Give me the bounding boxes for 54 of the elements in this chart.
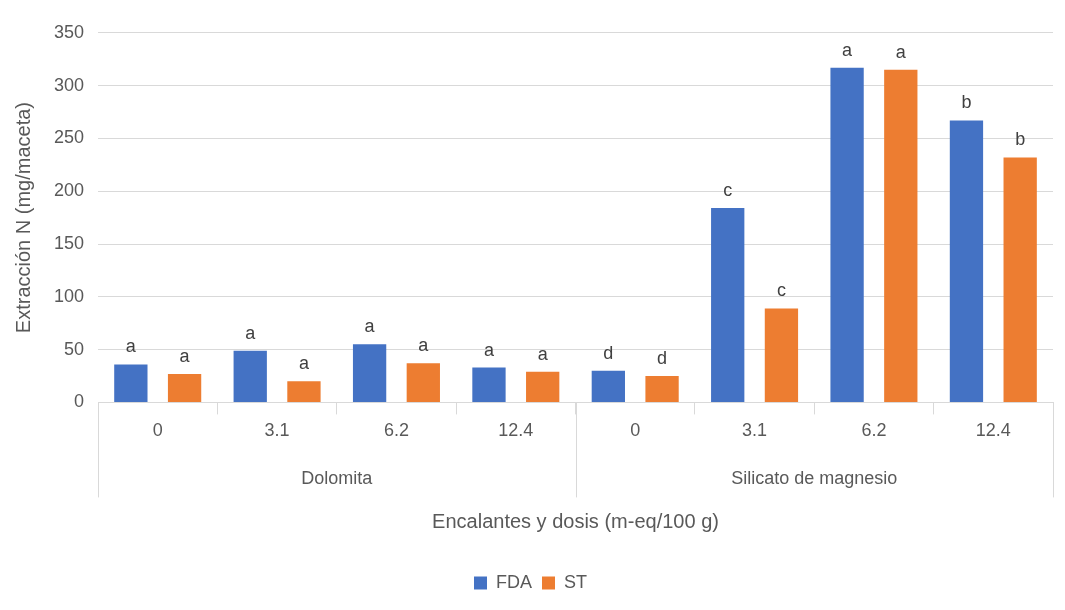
- data-label: a: [483, 339, 495, 360]
- y-axis-title: Extracción N (mg/maceta): [11, 102, 34, 334]
- y-tick-label: 150: [53, 232, 85, 253]
- data-label: b: [1015, 129, 1026, 150]
- data-label: c: [723, 180, 733, 201]
- legend-label: FDA: [496, 571, 532, 592]
- bar: [830, 67, 864, 402]
- data-label: a: [298, 353, 310, 374]
- y-tick-label: 100: [53, 285, 85, 306]
- bar: [711, 208, 745, 402]
- data-label: a: [418, 335, 430, 356]
- x-tick-label: 3.1: [742, 420, 768, 441]
- y-tick-label: 50: [64, 338, 85, 359]
- bar: [764, 308, 799, 402]
- y-tick-label: 300: [53, 74, 85, 95]
- bar: [406, 363, 440, 402]
- bar: [352, 344, 387, 402]
- data-label: b: [961, 92, 972, 113]
- legend-label: ST: [564, 571, 588, 592]
- data-label: a: [125, 336, 137, 357]
- x-tick-label: 0: [152, 420, 163, 441]
- bar: [526, 371, 560, 402]
- bar: [591, 370, 625, 402]
- data-label: d: [603, 342, 614, 363]
- y-tick-label: 0: [74, 391, 85, 412]
- data-label: a: [895, 41, 907, 62]
- data-label: a: [537, 343, 549, 364]
- data-label: d: [657, 347, 668, 368]
- x-tick-label: 12.4: [498, 420, 534, 441]
- bar: [167, 373, 202, 402]
- x-tick-label: 6.2: [383, 420, 409, 441]
- y-tick-label: 200: [53, 180, 85, 201]
- data-label: a: [842, 39, 854, 60]
- bar: [472, 367, 506, 402]
- data-label: a: [245, 322, 257, 343]
- data-label: a: [179, 345, 191, 366]
- x-tick-label: 3.1: [264, 420, 290, 441]
- bar: [1003, 157, 1037, 402]
- x-tick-label: 6.2: [861, 420, 887, 441]
- y-tick-label: 250: [53, 127, 85, 148]
- bar: [233, 350, 267, 402]
- x-tick-label: 0: [630, 420, 641, 441]
- bar: [114, 364, 148, 402]
- x-axis-title: Encalantes y dosis (m-eq/100 g): [432, 509, 719, 532]
- bar: [884, 69, 918, 402]
- data-label: c: [776, 280, 786, 301]
- bar: [949, 120, 984, 402]
- y-tick-label: 350: [53, 21, 85, 42]
- text: Silicato de magnesio: [731, 468, 898, 489]
- text: Dolomita: [301, 468, 374, 489]
- bar: [287, 381, 321, 402]
- data-label: a: [364, 316, 376, 337]
- bar: [645, 376, 679, 402]
- x-tick-label: 12.4: [975, 420, 1011, 441]
